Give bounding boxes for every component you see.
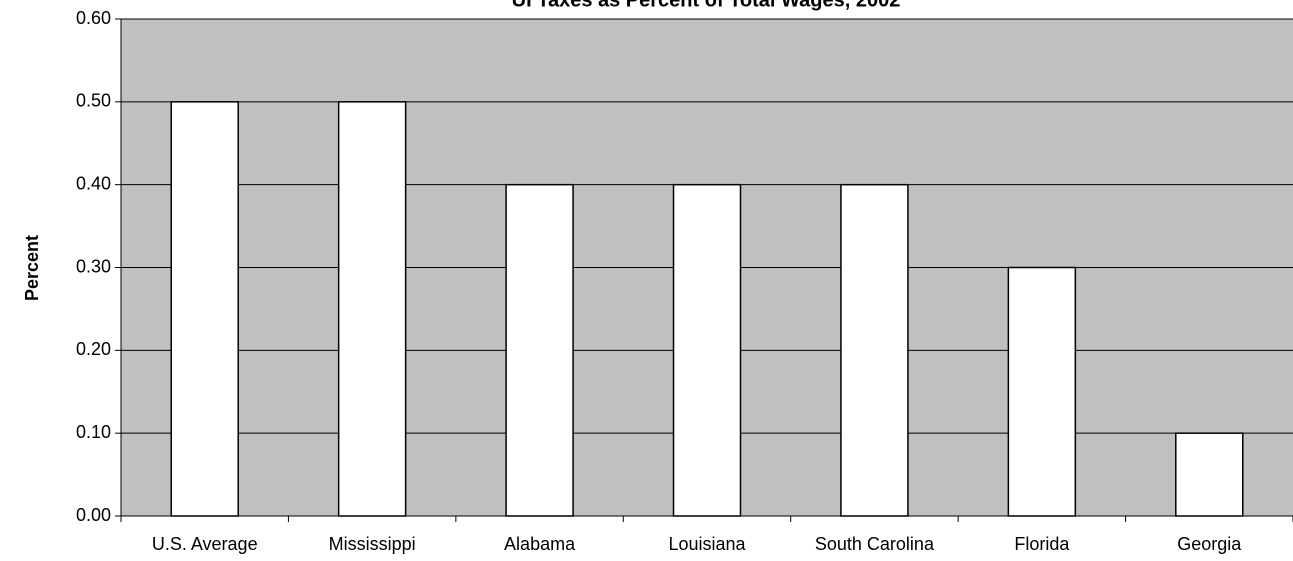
x-tick-label: Alabama xyxy=(504,534,576,554)
chart-title: UI Taxes as Percent of Total Wages, 2002 xyxy=(512,0,901,11)
bar-florida xyxy=(1007,266,1077,517)
x-tick-label: U.S. Average xyxy=(152,534,258,554)
y-tick-label: 0.20 xyxy=(76,339,111,359)
bar-alabama xyxy=(505,183,574,517)
x-tick-label: Mississippi xyxy=(329,534,416,554)
y-tick-label: 0.00 xyxy=(76,505,111,525)
axes xyxy=(115,18,1293,522)
x-tick-label: Georgia xyxy=(1177,534,1242,554)
bar-louisiana xyxy=(672,183,742,517)
x-tick-label: South Carolina xyxy=(815,534,935,554)
y-tick-label: 0.60 xyxy=(76,8,111,28)
y-tick-label: 0.30 xyxy=(76,256,111,276)
bar-south-carolina xyxy=(840,183,909,517)
bar-mississippi xyxy=(337,101,407,517)
bars xyxy=(170,101,1244,517)
bar-u-s-average xyxy=(170,101,239,517)
x-tick-label: Louisiana xyxy=(668,534,746,554)
y-tick-label: 0.10 xyxy=(76,422,111,442)
y-tick-label: 0.40 xyxy=(76,173,111,193)
bar-georgia xyxy=(1175,432,1244,517)
tick-labels: 0.00 0.10 0.20 0.30 0.40 0.50 0.60 U.S. Average… xyxy=(76,8,1242,554)
x-tick-label: Florida xyxy=(1014,534,1070,554)
y-axis-label: Percent xyxy=(22,235,42,301)
y-tick-label: 0.50 xyxy=(76,91,111,111)
